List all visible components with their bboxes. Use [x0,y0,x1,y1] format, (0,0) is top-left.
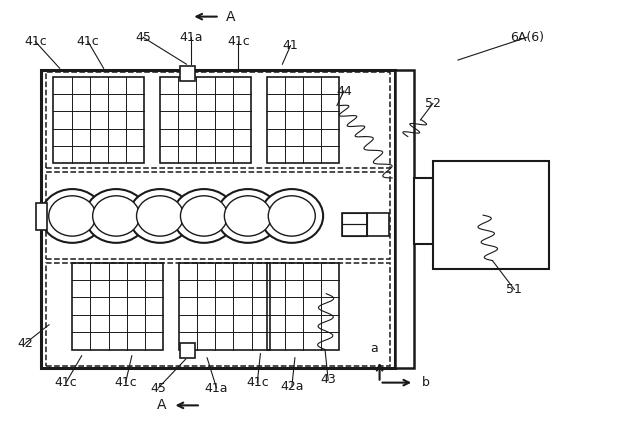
Text: 42a: 42a [280,380,303,393]
Text: 45: 45 [135,31,151,44]
Text: 41c: 41c [114,376,137,389]
Bar [72,262,163,349]
Text: A: A [157,398,166,412]
Ellipse shape [136,196,184,236]
Bar [54,77,145,163]
Bar [46,262,390,366]
Bar [396,70,414,368]
Bar [46,73,390,168]
Bar [267,77,339,163]
Bar [342,213,367,225]
Text: 41c: 41c [246,376,269,389]
Bar [46,172,390,259]
Ellipse shape [93,196,140,236]
Bar [160,77,251,163]
Text: 52: 52 [425,97,441,110]
Text: A: A [226,10,236,24]
Bar [179,262,270,349]
Text: 41c: 41c [77,35,99,48]
Bar [267,262,339,349]
Ellipse shape [260,189,323,243]
Text: 45: 45 [150,381,166,395]
Ellipse shape [225,196,271,236]
Ellipse shape [129,189,191,243]
Text: a: a [371,342,378,355]
Ellipse shape [268,196,316,236]
Text: 44: 44 [336,84,352,97]
Text: 6A(6): 6A(6) [510,31,544,44]
Ellipse shape [85,189,148,243]
Ellipse shape [41,189,104,243]
Ellipse shape [180,196,227,236]
Bar [414,178,433,244]
Ellipse shape [216,189,279,243]
Text: 41a: 41a [180,31,203,44]
Bar [433,161,549,269]
Text: 41c: 41c [54,376,77,389]
Bar [367,213,389,236]
Text: 41c: 41c [227,35,250,48]
Text: 41: 41 [283,39,298,52]
Bar [41,70,396,368]
Text: 41c: 41c [24,35,47,48]
Ellipse shape [173,189,236,243]
Bar [179,344,195,358]
Text: 42: 42 [17,337,33,350]
Text: b: b [422,376,429,389]
Text: 41a: 41a [205,381,228,395]
Text: 51: 51 [506,283,522,296]
Bar [179,66,195,81]
Ellipse shape [49,196,96,236]
Bar [342,213,367,236]
Text: 43: 43 [320,373,336,386]
Bar [342,225,367,236]
Bar [36,203,47,230]
